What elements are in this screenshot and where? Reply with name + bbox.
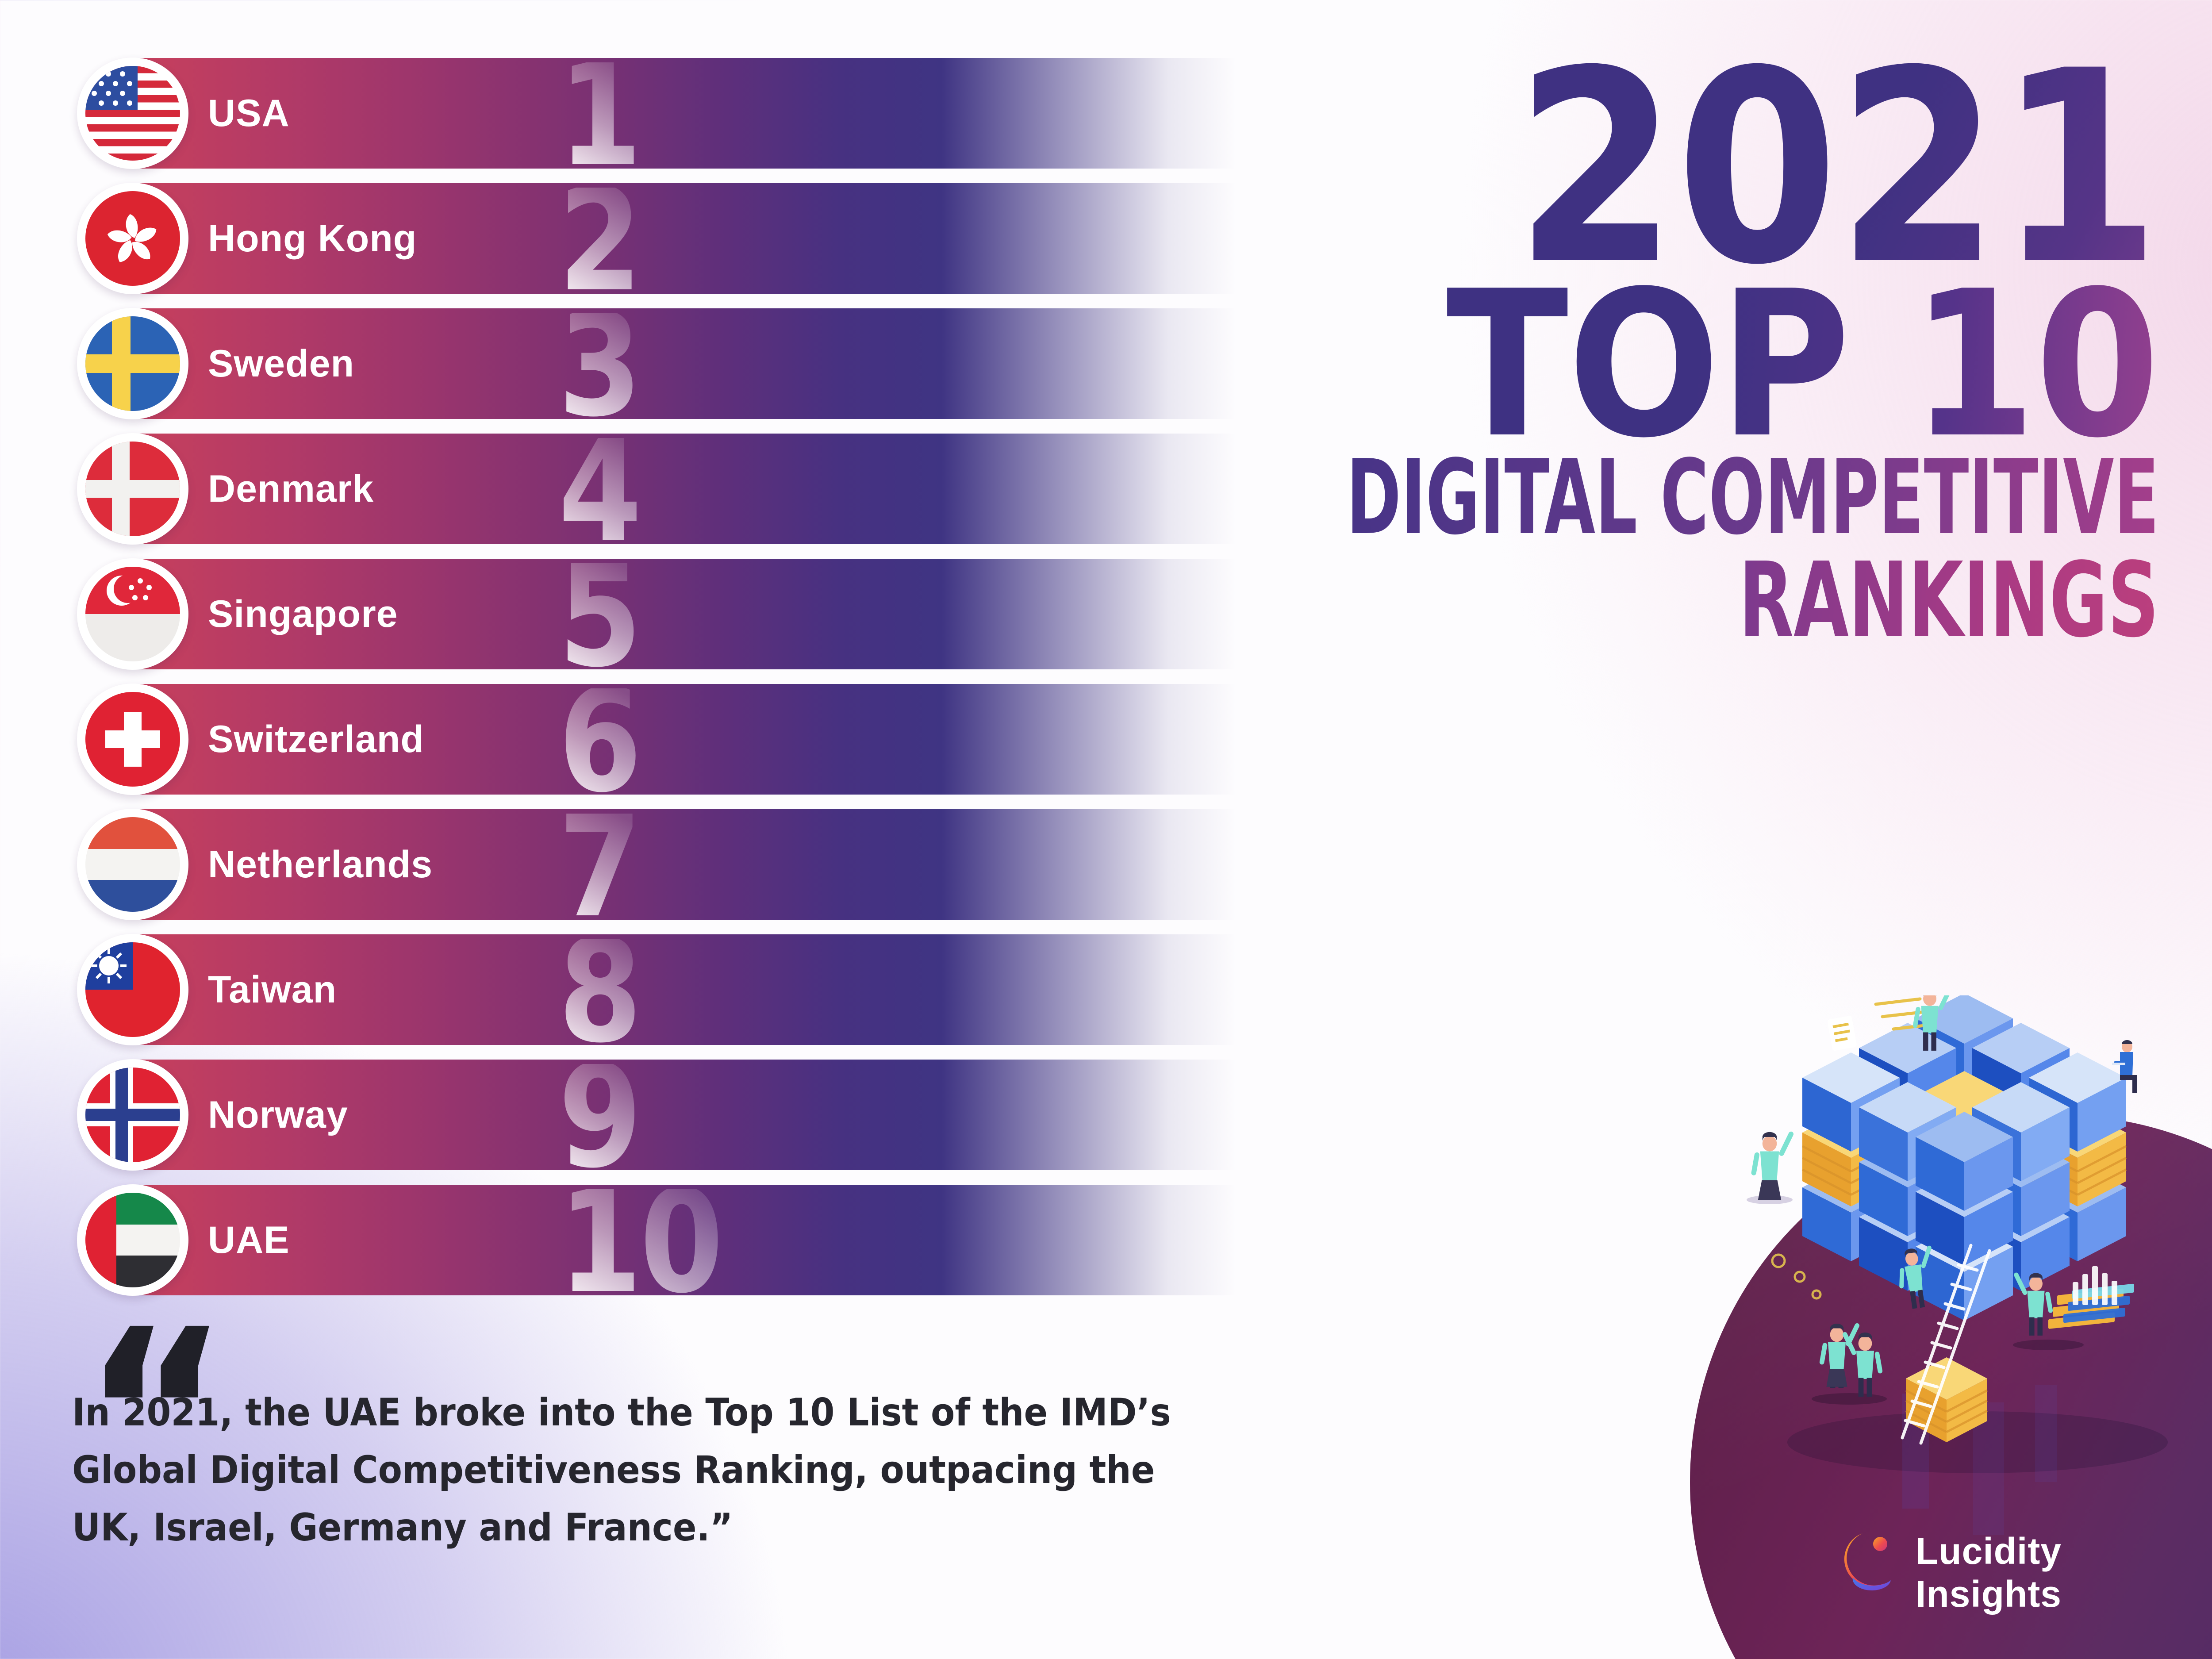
rank-number: 3 (558, 284, 642, 448)
quote-line-2: Global Digital Competitiveness Ranking, … (72, 1448, 1155, 1492)
quote-text: In 2021, the UAE broke into the Top 10 L… (72, 1384, 1171, 1556)
uae-flag-icon (77, 1184, 188, 1296)
ranking-row: 7 Netherlands (0, 784, 1327, 949)
quote-line-3: UK, Israel, Germany and France.” (72, 1505, 733, 1550)
ranking-row: 3 Sweden (0, 284, 1327, 448)
quote-icon: “ (82, 1280, 230, 1548)
quote-line-1: In 2021, the UAE broke into the Top 10 L… (72, 1390, 1171, 1435)
ranking-bar (126, 1060, 1259, 1170)
ranking-bar (126, 559, 1259, 669)
ranking-bar (126, 434, 1259, 544)
brand-name: Lucidity Insights (1916, 1530, 2062, 1615)
title-top10: TOP 10 (1446, 248, 2160, 482)
norway-flag-icon (77, 1059, 188, 1171)
ranking-row: 9 Norway (0, 1035, 1327, 1199)
country-label: Denmark (208, 467, 374, 510)
rank-number: 9 (558, 1035, 642, 1199)
country-label: Switzerland (208, 718, 424, 760)
ranking-bar (126, 308, 1259, 419)
ranking-row: 8 Taiwan (0, 910, 1327, 1074)
taiwan-flag-icon (77, 934, 188, 1045)
rank-number: 1 (558, 33, 642, 198)
country-label: Netherlands (208, 843, 433, 886)
rank-number: 6 (558, 659, 642, 824)
rank-number: 5 (558, 534, 642, 699)
netherlands-flag-icon (77, 809, 188, 920)
teamwork-illustration (1637, 987, 2212, 1659)
rank-number: 7 (558, 784, 642, 949)
country-label: Singapore (208, 592, 398, 635)
ranking-bar (126, 934, 1259, 1045)
usa-flag-icon (77, 58, 188, 169)
rank-number: 2 (558, 158, 642, 323)
ranking-bar (126, 1185, 1259, 1295)
ranking-row: 6 Switzerland (0, 659, 1327, 824)
rank-number: 4 (558, 409, 642, 573)
hong-kong-flag-icon (77, 183, 188, 294)
country-label: USA (208, 92, 290, 134)
ranking-row: 5 Singapore (0, 534, 1327, 699)
rank-number: 8 (558, 910, 642, 1074)
country-label: Norway (208, 1093, 348, 1136)
singapore-flag-icon (77, 558, 188, 670)
country-label: Sweden (208, 342, 354, 385)
country-label: UAE (208, 1218, 290, 1261)
country-label: Taiwan (208, 968, 337, 1011)
switzerland-flag-icon (77, 684, 188, 795)
title-digital-competitive: DIGITAL COMPETITIVE (1346, 438, 2159, 557)
denmark-flag-icon (77, 433, 188, 545)
title-year: 2021 (1515, 14, 2161, 323)
ranking-bar (126, 58, 1259, 169)
rank-number: 10 (558, 1160, 723, 1325)
sweden-flag-icon (77, 308, 188, 419)
country-label: Hong Kong (208, 217, 417, 260)
ranking-bar (126, 183, 1259, 294)
ranking-row: 1 USA (0, 33, 1327, 198)
lucidity-logo-icon (1839, 1525, 1901, 1614)
title-rankings: RANKINGS (1739, 540, 2159, 660)
ranking-row: 2 Hong Kong (0, 158, 1327, 323)
ranking-bar (126, 809, 1259, 920)
ranking-bar (126, 684, 1259, 795)
ranking-row: 10 UAE (0, 1160, 1327, 1325)
ranking-row: 4 Denmark (0, 409, 1327, 573)
